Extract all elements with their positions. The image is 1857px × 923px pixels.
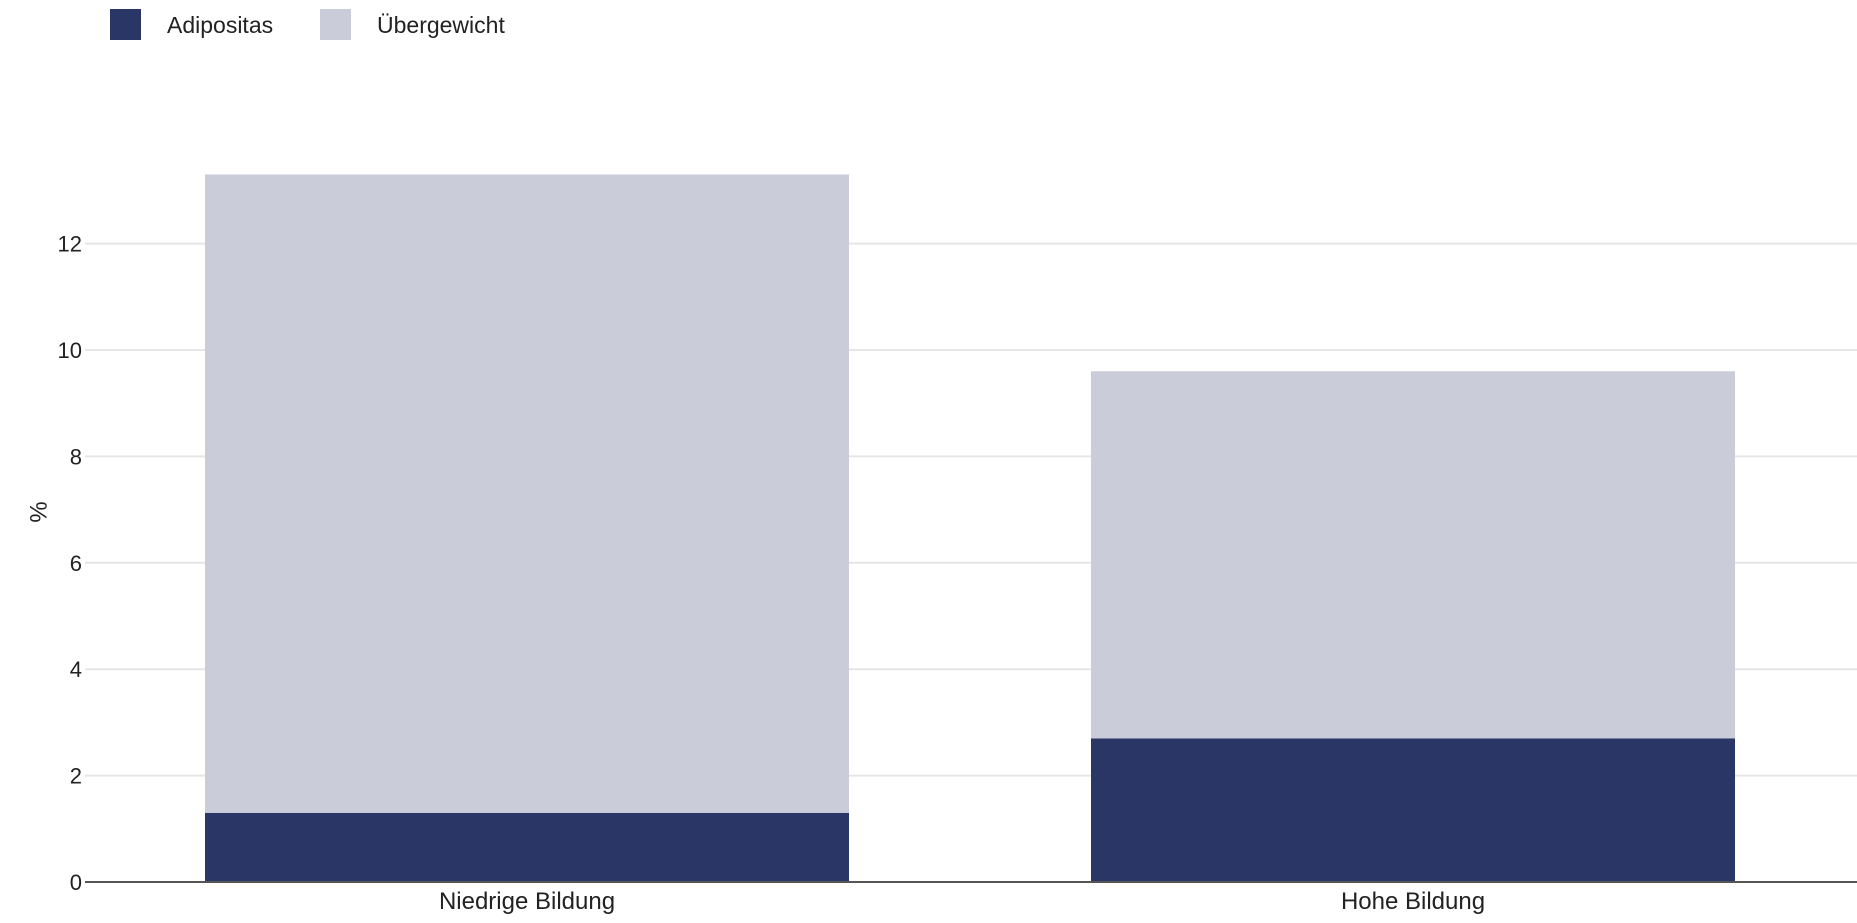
legend-label: Übergewicht xyxy=(377,12,505,38)
y-tick-label: 0 xyxy=(70,870,82,895)
x-tick-label: Niedrige Bildung xyxy=(439,888,615,915)
y-tick-label: 2 xyxy=(70,764,82,789)
bars xyxy=(205,174,1735,882)
y-tick-label: 4 xyxy=(70,657,82,682)
legend: Adipositas Übergewicht xyxy=(110,9,505,40)
x-axis: Niedrige Bildung Hohe Bildung xyxy=(439,888,1485,915)
y-axis-title: % xyxy=(24,501,51,522)
y-tick-label: 12 xyxy=(58,232,82,257)
y-tick-label: 10 xyxy=(58,338,82,363)
legend-swatch xyxy=(110,9,141,40)
bar-adipositas xyxy=(205,812,849,882)
legend-label: Adipositas xyxy=(167,12,273,38)
bar-uebergewicht xyxy=(1091,371,1735,739)
y-tick-label: 6 xyxy=(70,551,82,576)
x-tick-label: Hohe Bildung xyxy=(1341,888,1485,915)
bar-uebergewicht xyxy=(205,174,849,813)
y-axis: % 0 2 4 6 8 10 12 xyxy=(24,232,82,895)
y-tick-label: 8 xyxy=(70,444,82,469)
bar-adipositas xyxy=(1091,738,1735,882)
legend-swatch xyxy=(320,9,351,40)
